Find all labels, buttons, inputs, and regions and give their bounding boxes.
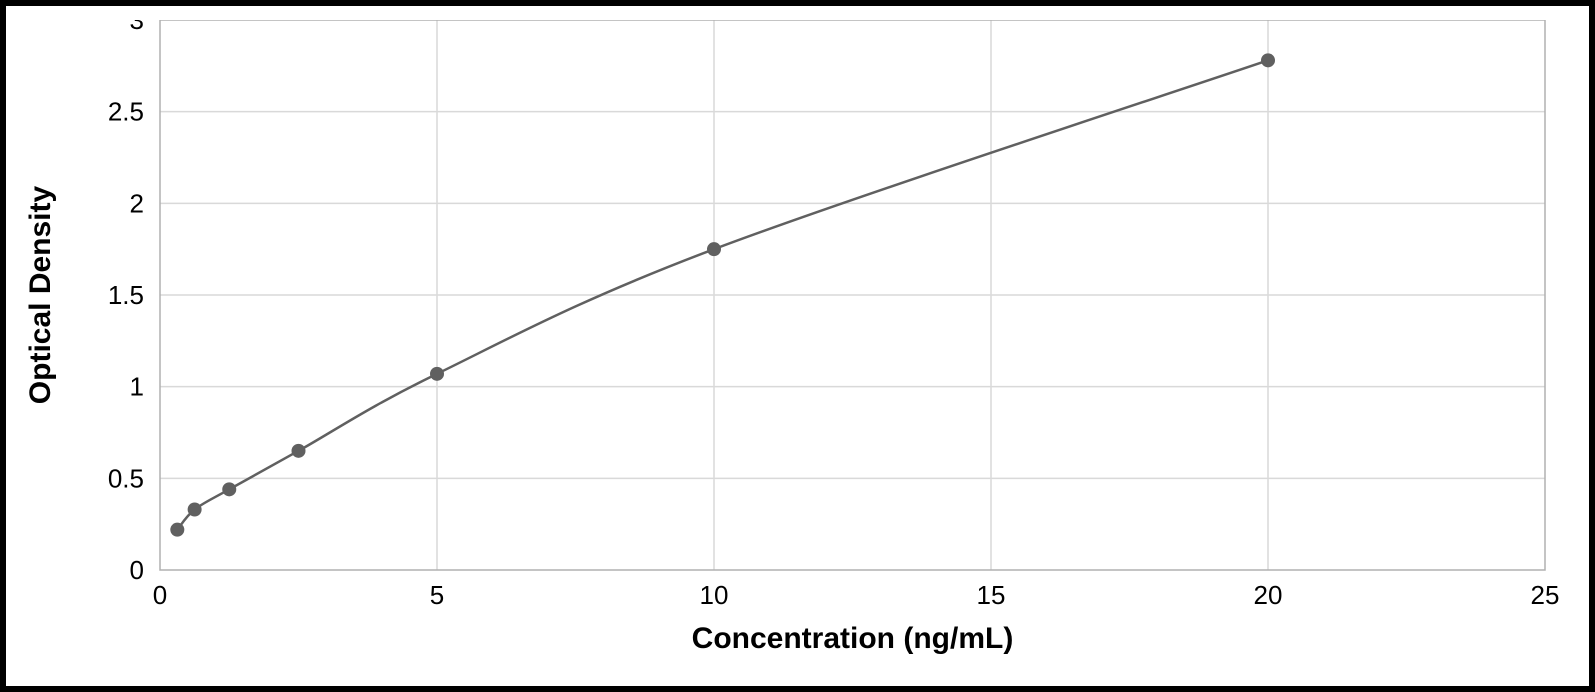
x-tick-label: 15 [977,580,1006,610]
y-tick-label: 0.5 [108,463,144,493]
x-tick-label: 10 [700,580,729,610]
data-point [292,444,306,458]
chart-outer-frame: 0 5 10 15 20 25 0 0.5 1 1.5 2 2.5 3 Concentration (ng… [0,0,1595,692]
data-point [222,482,236,496]
y-tick-label: 1 [130,372,144,402]
y-tick-label: 0 [130,555,144,585]
data-point [170,523,184,537]
x-tick-label: 0 [153,580,167,610]
y-tick-label: 2.5 [108,97,144,127]
data-point [430,367,444,381]
y-tick-label: 2 [130,188,144,218]
x-tick-label: 5 [430,580,444,610]
y-tick-label: 3 [130,20,144,35]
x-tick-label: 25 [1531,580,1560,610]
y-tick-label: 1.5 [108,280,144,310]
data-point [707,242,721,256]
x-axis-label: Concentration (ng/mL) [692,622,1014,655]
chart-container: 0 5 10 15 20 25 0 0.5 1 1.5 2 2.5 3 Concentration (ng… [20,20,1575,672]
y-axis-label: Optical Density [24,185,57,404]
data-point [1261,53,1275,67]
x-tick-label: 20 [1254,580,1283,610]
chart-svg: 0 5 10 15 20 25 0 0.5 1 1.5 2 2.5 3 Concentration (ng… [20,20,1575,672]
data-point [188,503,202,517]
